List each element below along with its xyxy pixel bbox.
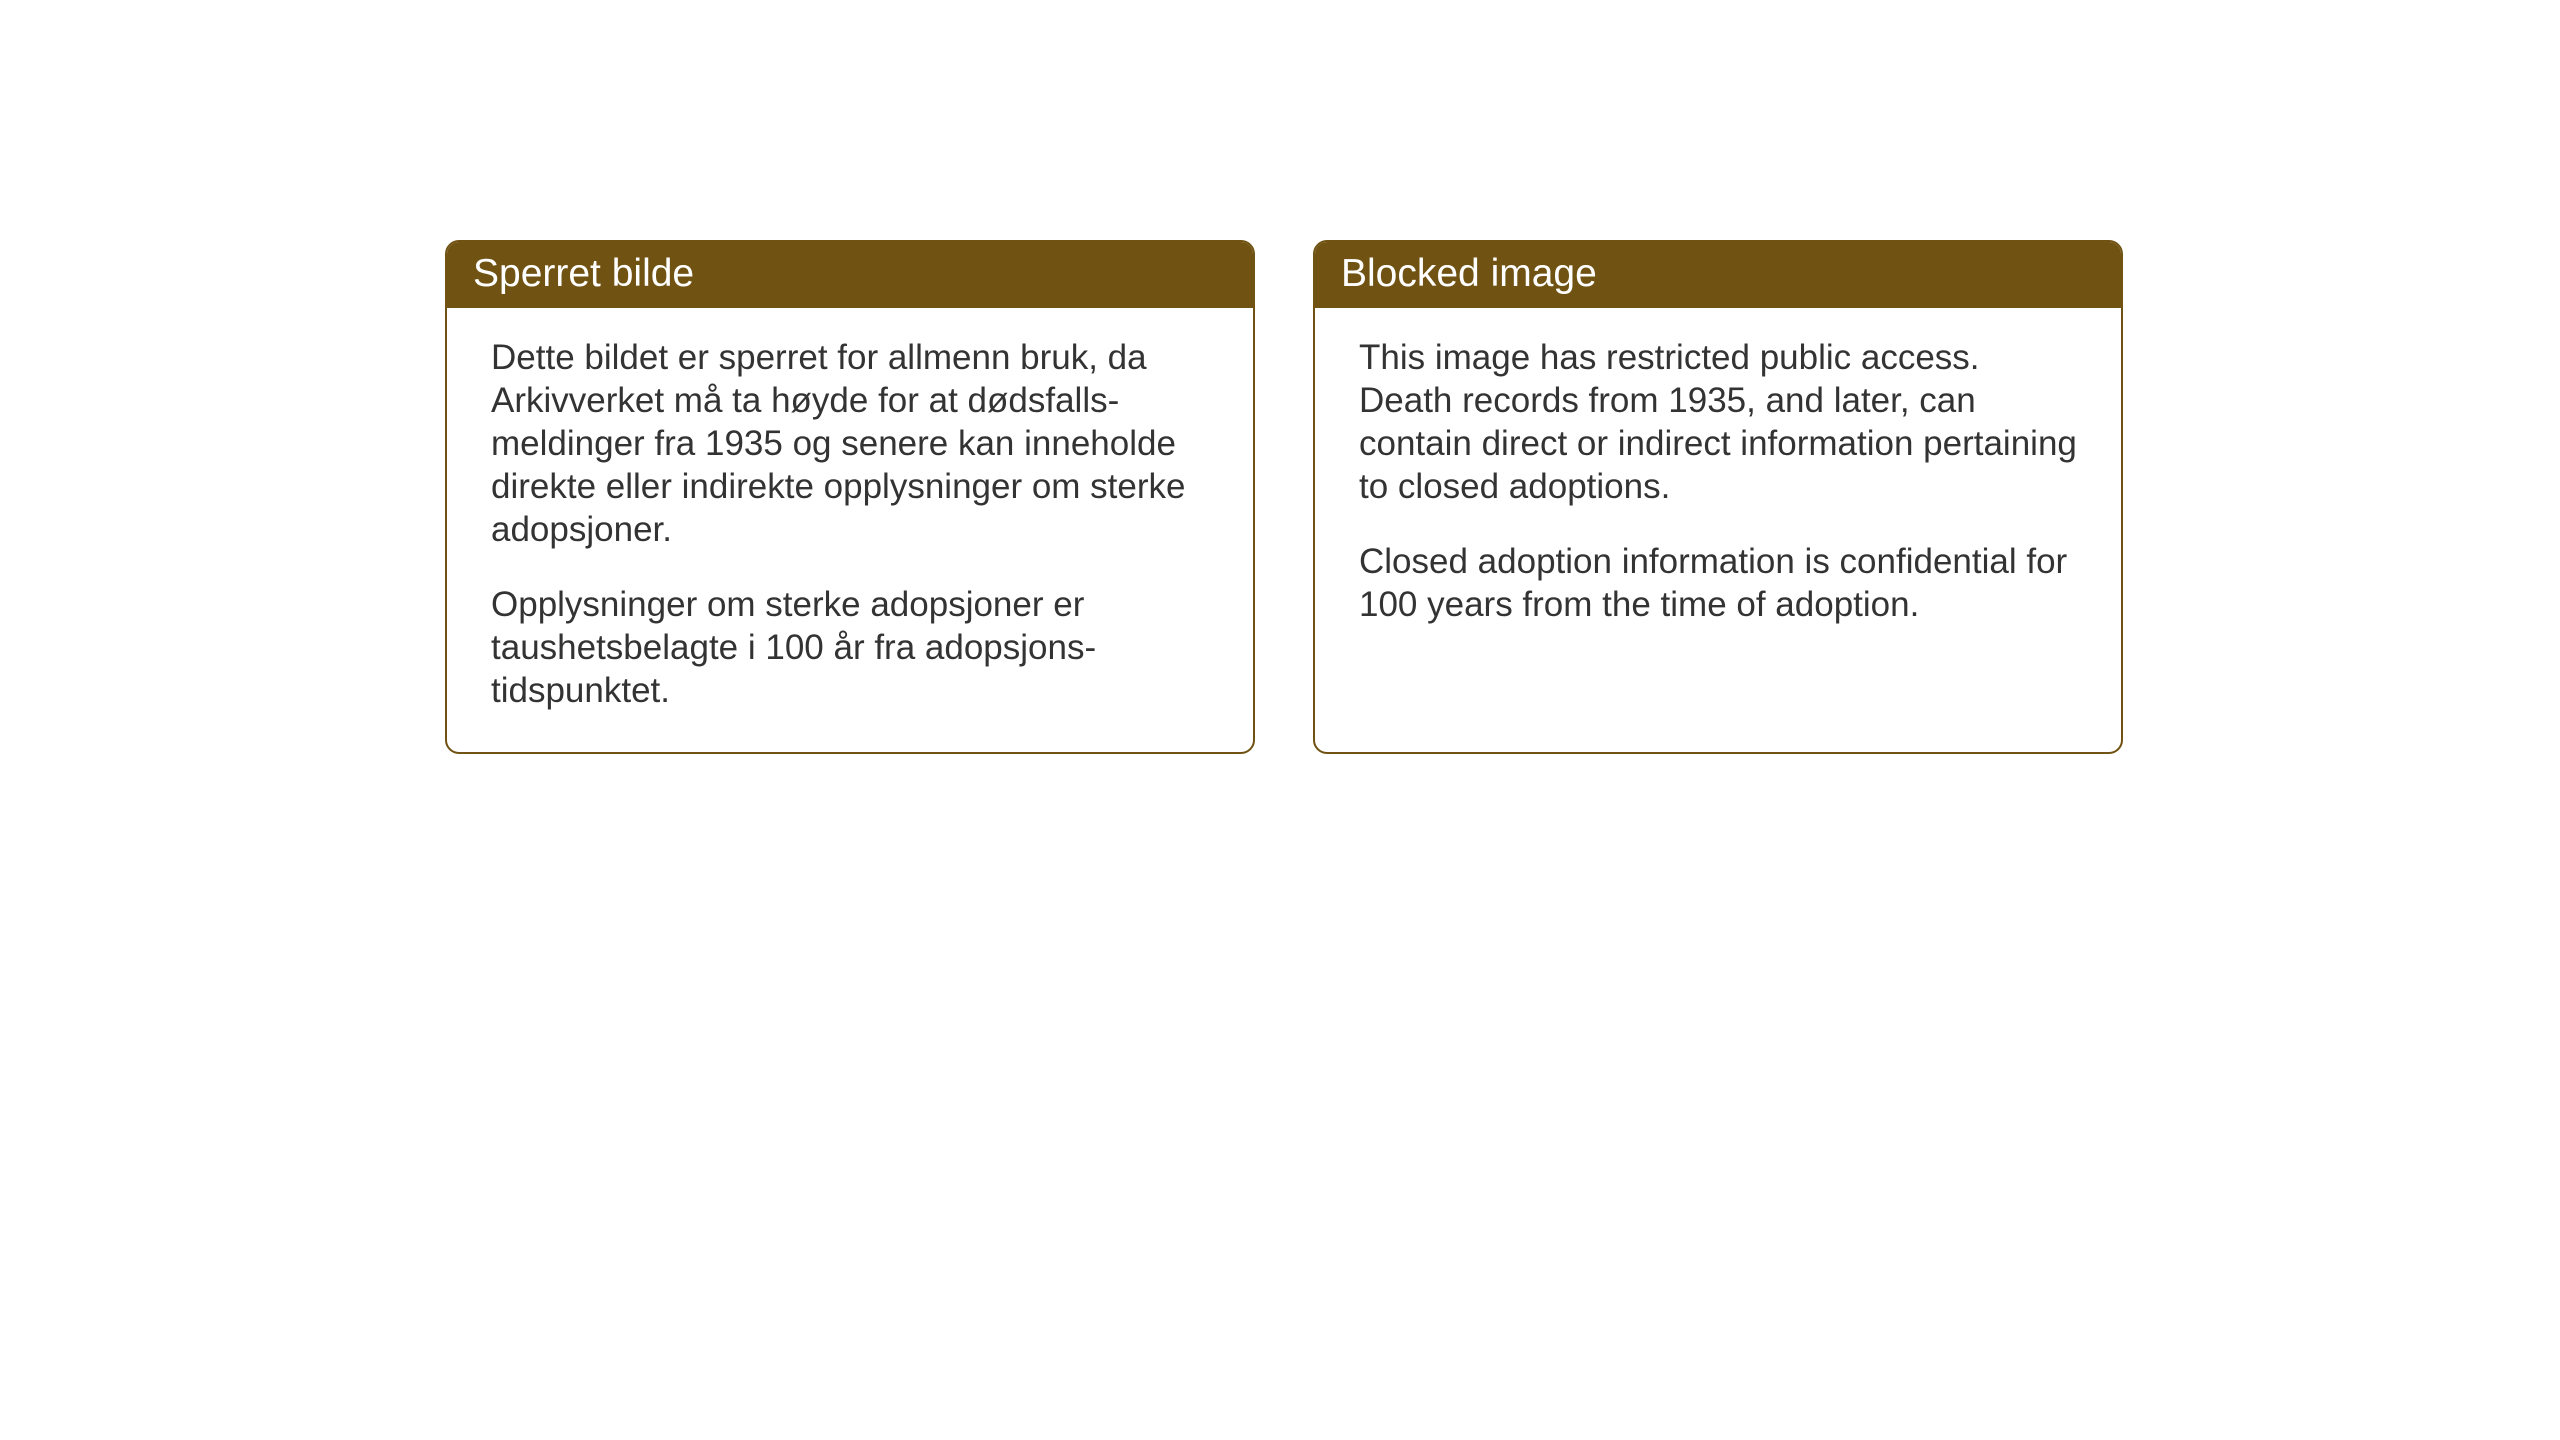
notice-body-norwegian: Dette bildet er sperret for allmenn bruk… <box>447 308 1253 752</box>
notice-header-english: Blocked image <box>1315 242 2121 308</box>
notice-box-english: Blocked image This image has restricted … <box>1313 240 2123 754</box>
notice-header-norwegian: Sperret bilde <box>447 242 1253 308</box>
notice-paragraph: Opplysninger om sterke adopsjoner er tau… <box>491 583 1209 712</box>
notice-body-english: This image has restricted public access.… <box>1315 308 2121 666</box>
notice-paragraph: Closed adoption information is confident… <box>1359 540 2077 626</box>
notice-container: Sperret bilde Dette bildet er sperret fo… <box>445 240 2123 754</box>
notice-box-norwegian: Sperret bilde Dette bildet er sperret fo… <box>445 240 1255 754</box>
notice-paragraph: Dette bildet er sperret for allmenn bruk… <box>491 336 1209 551</box>
notice-paragraph: This image has restricted public access.… <box>1359 336 2077 508</box>
